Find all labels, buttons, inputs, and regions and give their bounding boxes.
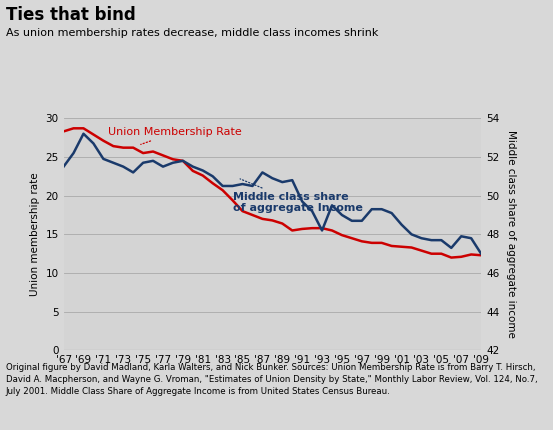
Text: As union membership rates decrease, middle class incomes shrink: As union membership rates decrease, midd… bbox=[6, 28, 378, 38]
Y-axis label: Union membership rate: Union membership rate bbox=[30, 172, 40, 296]
Y-axis label: Middle class share of aggregate income: Middle class share of aggregate income bbox=[506, 130, 516, 338]
Text: Original figure by David Madland, Karla Walters, and Nick Bunker. Sources: Union: Original figure by David Madland, Karla … bbox=[6, 363, 537, 396]
Text: Ties that bind: Ties that bind bbox=[6, 6, 135, 25]
Text: Union Membership Rate: Union Membership Rate bbox=[108, 127, 242, 144]
Text: Middle class share
of aggregate Income: Middle class share of aggregate Income bbox=[233, 179, 362, 213]
